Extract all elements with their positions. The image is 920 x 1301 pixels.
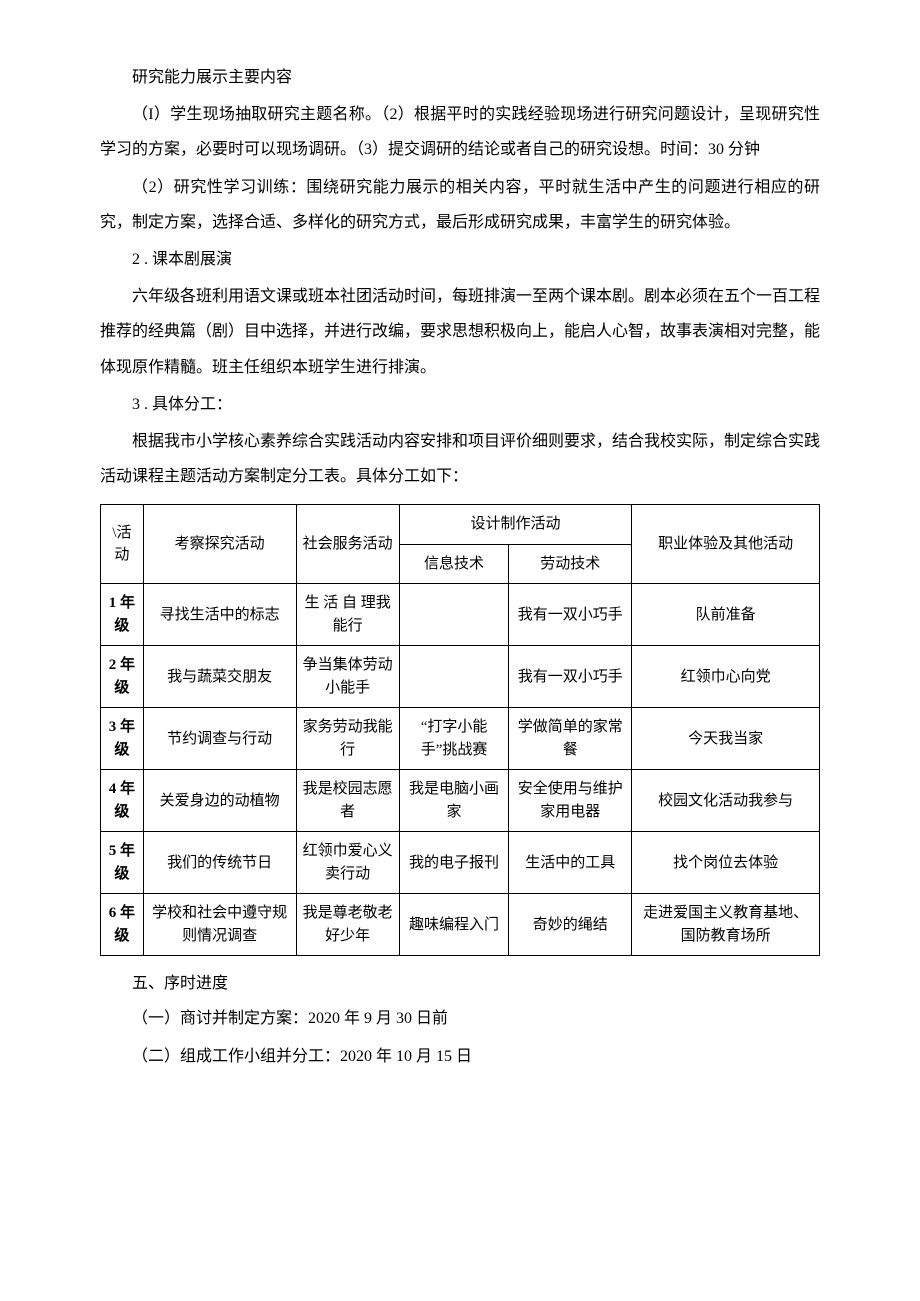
cell: 趣味编程入门 [399, 894, 508, 956]
schedule-item: （二）组成工作小组并分工：2020 年 10 月 15 日 [100, 1039, 820, 1074]
cell: 我们的传统节日 [143, 832, 296, 894]
activities-table: \活动 考察探究活动 社会服务活动 设计制作活动 职业体验及其他活动 信息技术 … [100, 504, 820, 956]
table-row: 5 年级 我们的传统节日 红领巾爱心义卖行动 我的电子报刊 生活中的工具 找个岗… [101, 832, 820, 894]
cell: 校园文化活动我参与 [632, 770, 820, 832]
paragraph-content: 根据我市小学核心素养综合实践活动内容安排和项目评价细则要求，结合我校实际，制定综… [100, 424, 820, 494]
table-row: 6 年级 学校和社会中遵守规则情况调查 我是尊老敬老好少年 趣味编程入门 奇妙的… [101, 894, 820, 956]
cell: 家务劳动我能行 [296, 708, 399, 770]
header-career: 职业体验及其他活动 [632, 505, 820, 584]
grade-cell: 1 年级 [101, 584, 144, 646]
header-it: 信息技术 [399, 544, 508, 584]
table-header-row-1: \活动 考察探究活动 社会服务活动 设计制作活动 职业体验及其他活动 [101, 505, 820, 545]
cell: 我与蔬菜交朋友 [143, 646, 296, 708]
cell: 我有一双小巧手 [509, 584, 632, 646]
grade-cell: 3 年级 [101, 708, 144, 770]
cell [399, 584, 508, 646]
schedule-item: （一）商讨并制定方案：2020 年 9 月 30 日前 [100, 1001, 820, 1036]
header-activity: \活动 [101, 505, 144, 584]
cell: 队前准备 [632, 584, 820, 646]
table-row: 4 年级 关爱身边的动植物 我是校园志愿者 我是电脑小画家 安全使用与维护家用电… [101, 770, 820, 832]
cell: 今天我当家 [632, 708, 820, 770]
cell: 奇妙的绳结 [509, 894, 632, 956]
section-number: 3 . 具体分工： [100, 387, 820, 422]
cell: 学校和社会中遵守规则情况调查 [143, 894, 296, 956]
cell: 寻找生活中的标志 [143, 584, 296, 646]
grade-cell: 4 年级 [101, 770, 144, 832]
cell [399, 646, 508, 708]
paragraph-content: （2）研究性学习训练：围绕研究能力展示的相关内容，平时就生活中产生的问题进行相应… [100, 170, 820, 240]
paragraph-title: 研究能力展示主要内容 [100, 60, 820, 95]
header-labor: 劳动技术 [509, 544, 632, 584]
table-row: 2 年级 我与蔬菜交朋友 争当集体劳动小能手 我有一双小巧手 红领巾心向党 [101, 646, 820, 708]
cell: 红领巾爱心义卖行动 [296, 832, 399, 894]
cell: 我的电子报刊 [399, 832, 508, 894]
table-row: 1 年级 寻找生活中的标志 生 活 自 理我能行 我有一双小巧手 队前准备 [101, 584, 820, 646]
section-heading: 五、序时进度 [100, 966, 820, 1001]
cell: 生 活 自 理我能行 [296, 584, 399, 646]
paragraph-content: 六年级各班利用语文课或班本社团活动时间，每班排演一至两个课本剧。剧本必须在五个一… [100, 279, 820, 385]
paragraph-content: （I）学生现场抽取研究主题名称。（2）根据平时的实践经验现场进行研究问题设计，呈… [100, 97, 820, 167]
grade-cell: 2 年级 [101, 646, 144, 708]
header-design-group: 设计制作活动 [399, 505, 632, 545]
cell: 我有一双小巧手 [509, 646, 632, 708]
cell: 节约调查与行动 [143, 708, 296, 770]
cell: 学做简单的家常餐 [509, 708, 632, 770]
cell: 生活中的工具 [509, 832, 632, 894]
cell: “打字小能手”挑战赛 [399, 708, 508, 770]
cell: 我是校园志愿者 [296, 770, 399, 832]
cell: 红领巾心向党 [632, 646, 820, 708]
table-row: 3 年级 节约调查与行动 家务劳动我能行 “打字小能手”挑战赛 学做简单的家常餐… [101, 708, 820, 770]
grade-cell: 5 年级 [101, 832, 144, 894]
cell: 我是尊老敬老好少年 [296, 894, 399, 956]
cell: 安全使用与维护家用电器 [509, 770, 632, 832]
header-inquiry: 考察探究活动 [143, 505, 296, 584]
cell: 我是电脑小画家 [399, 770, 508, 832]
cell: 走进爱国主义教育基地、国防教育场所 [632, 894, 820, 956]
cell: 关爱身边的动植物 [143, 770, 296, 832]
cell: 争当集体劳动小能手 [296, 646, 399, 708]
grade-cell: 6 年级 [101, 894, 144, 956]
section-number: 2 . 课本剧展演 [100, 242, 820, 277]
cell: 找个岗位去体验 [632, 832, 820, 894]
header-service: 社会服务活动 [296, 505, 399, 584]
